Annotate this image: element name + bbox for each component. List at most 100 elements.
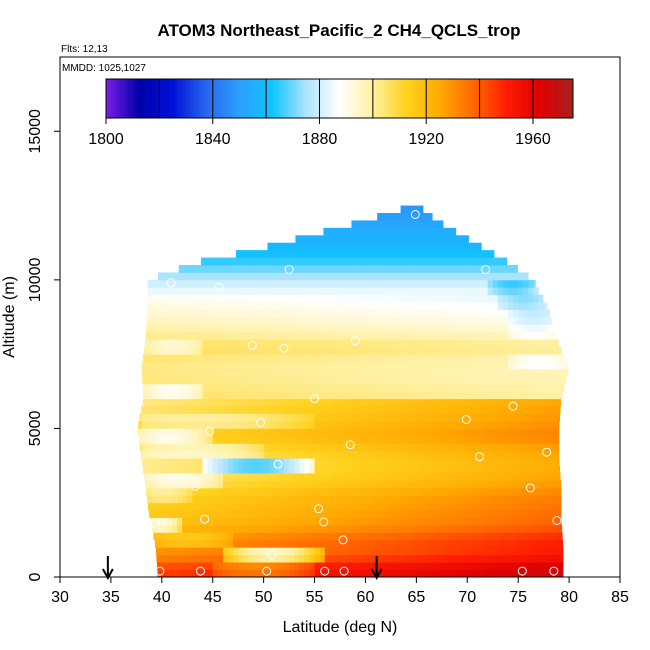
heatmap-cell: [492, 302, 499, 310]
heatmap-cell: [411, 525, 417, 533]
heatmap-cell: [304, 294, 310, 303]
heatmap-cell: [294, 294, 300, 303]
heatmap-cell: [472, 502, 478, 511]
heatmap-cell: [508, 495, 514, 504]
heatmap-cell: [502, 435, 509, 444]
heatmap-cell: [304, 421, 310, 429]
heatmap-cell: [319, 265, 326, 273]
colorbar-segment: [564, 79, 568, 118]
heatmap-cell: [146, 383, 153, 392]
heatmap-cell: [207, 428, 214, 437]
sample-marker: [314, 504, 324, 514]
heatmap-cell: [314, 383, 321, 392]
heatmap-cell: [156, 562, 163, 570]
colorbar-segment: [546, 79, 550, 118]
heatmap-cell: [268, 309, 275, 318]
heatmap-cell: [482, 376, 489, 385]
heatmap-cell: [462, 539, 468, 548]
heatmap-cell: [360, 443, 366, 452]
heatmap-cell: [182, 473, 188, 481]
heatmap-cell: [166, 339, 173, 348]
heatmap-cell: [482, 547, 489, 556]
colorbar-segment: [135, 79, 139, 118]
heatmap-cell: [446, 331, 453, 340]
heatmap-cell: [452, 235, 458, 244]
heatmap-cell: [492, 525, 499, 533]
heatmap-cell: [207, 547, 214, 556]
heatmap-cell: [212, 465, 219, 474]
heatmap-cell: [345, 331, 351, 340]
heatmap-cell: [533, 309, 539, 318]
heatmap-cell: [492, 257, 499, 266]
heatmap-cell: [238, 294, 244, 303]
heatmap-cell: [390, 346, 397, 355]
x-tick-label: 70: [458, 589, 476, 606]
heatmap-cell: [161, 502, 168, 511]
heatmap-cell: [502, 428, 509, 437]
colorbar-segment: [562, 79, 566, 118]
heatmap-cell: [340, 391, 346, 400]
heatmap-cell: [467, 435, 473, 444]
heatmap-cell: [161, 272, 168, 281]
heatmap-cell: [477, 443, 483, 452]
heatmap-cell: [431, 391, 438, 400]
heatmap-cell: [385, 265, 392, 273]
heatmap-cell: [416, 510, 422, 518]
heatmap-cell: [238, 569, 244, 578]
heatmap-cell: [482, 443, 489, 452]
heatmap-cell: [145, 339, 147, 348]
heatmap-cell: [217, 487, 224, 496]
heatmap-cell: [161, 525, 168, 533]
heatmap-cell: [492, 480, 499, 489]
heatmap-cell: [431, 242, 438, 251]
heatmap-cell: [462, 495, 468, 504]
heatmap-cell: [518, 272, 524, 281]
heatmap-cell: [324, 473, 331, 481]
heatmap-cell: [396, 361, 402, 370]
heatmap-cell: [253, 383, 259, 392]
heatmap-cell: [441, 532, 448, 541]
heatmap-cell: [263, 562, 270, 570]
heatmap-cell: [508, 346, 514, 355]
heatmap-cell: [355, 317, 361, 325]
heatmap-cell: [411, 428, 417, 437]
heatmap-cell: [172, 495, 178, 504]
heatmap-cell: [497, 532, 504, 541]
heatmap-cell: [299, 369, 305, 377]
heatmap-cell: [538, 547, 545, 556]
heatmap-cell: [401, 317, 407, 325]
heatmap-cell: [396, 510, 402, 518]
heatmap-cell: [222, 317, 229, 325]
heatmap-cell: [207, 317, 214, 325]
heatmap-cell: [406, 517, 412, 526]
heatmap-cell: [299, 391, 305, 400]
heatmap-cell: [365, 413, 371, 422]
sample-marker: [279, 343, 289, 353]
heatmap-cell: [390, 354, 397, 362]
heatmap-cell: [273, 435, 280, 444]
heatmap-cell: [482, 525, 489, 533]
heatmap-cell: [518, 398, 524, 407]
heatmap-cell: [426, 361, 433, 370]
heatmap-cell: [345, 458, 351, 466]
heatmap-cell: [340, 569, 346, 578]
heatmap-cell: [294, 554, 300, 563]
heatmap-cell: [360, 317, 366, 325]
heatmap-cell: [278, 569, 285, 578]
heatmap-cell: [202, 562, 209, 570]
heatmap-cell: [253, 376, 259, 385]
heatmap-cell: [543, 554, 550, 563]
colorbar-segment: [271, 79, 275, 118]
heatmap-cell: [436, 562, 443, 570]
heatmap-cell: [411, 383, 417, 392]
heatmap-cell: [416, 354, 422, 362]
heatmap-cell: [558, 465, 561, 474]
heatmap-cell: [538, 517, 545, 526]
heatmap-cell: [253, 287, 259, 296]
heatmap-cell: [472, 525, 478, 533]
heatmap-cell: [172, 480, 178, 489]
heatmap-cell: [248, 361, 254, 370]
heatmap-cell: [268, 287, 275, 296]
heatmap-cell: [355, 272, 361, 281]
heatmap-cell: [340, 324, 346, 333]
